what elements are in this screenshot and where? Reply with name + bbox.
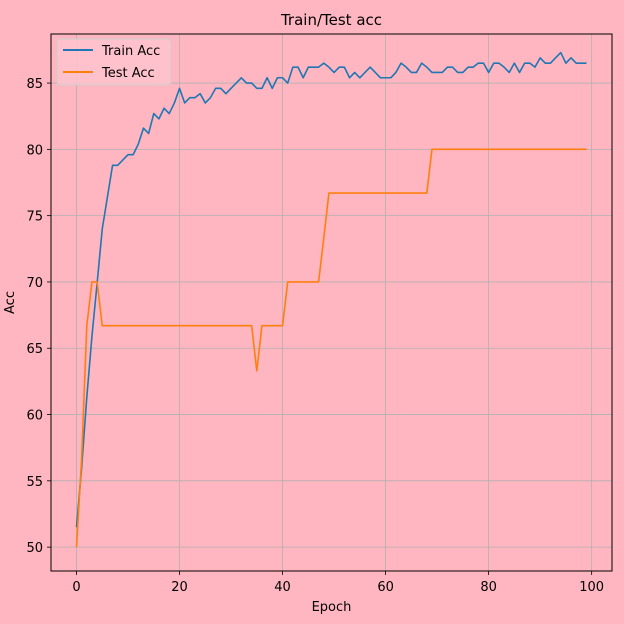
y-tick-label: 65 <box>26 342 43 357</box>
x-tick-label: 60 <box>377 580 394 595</box>
y-axis-label: Acc <box>3 291 18 314</box>
y-tick-label: 60 <box>26 409 43 424</box>
y-tick-label: 75 <box>26 210 43 225</box>
plot-area-frame <box>50 33 613 572</box>
axes: 0 20 40 60 80 100 50 55 60 65 70 75 80 85 <box>26 77 604 595</box>
grid <box>51 34 612 571</box>
y-tick-label: 55 <box>26 475 43 490</box>
legend: Train Acc Test Acc <box>56 38 172 86</box>
y-tick-label: 50 <box>26 541 43 556</box>
series-lines <box>75 51 587 548</box>
series-line-test-acc <box>75 148 587 548</box>
x-axis-label: Epoch <box>312 600 352 615</box>
x-tick-label: 80 <box>480 580 497 595</box>
x-tick-label: 20 <box>171 580 188 595</box>
x-tick-label: 100 <box>579 580 604 595</box>
y-tick-label: 80 <box>26 143 43 158</box>
series-line-train-acc <box>75 51 587 528</box>
y-tick-label: 70 <box>26 276 43 291</box>
x-tick-label: 0 <box>72 580 80 595</box>
legend-label-test-acc: Test Acc <box>101 66 155 81</box>
legend-label-train-acc: Train Acc <box>101 44 160 59</box>
chart-title: Train/Test acc <box>280 11 382 29</box>
x-tick-label: 40 <box>274 580 291 595</box>
y-tick-label: 85 <box>26 77 43 92</box>
